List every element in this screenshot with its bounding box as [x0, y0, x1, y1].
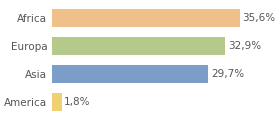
- Text: 32,9%: 32,9%: [228, 41, 261, 51]
- Text: 1,8%: 1,8%: [64, 97, 91, 107]
- Bar: [52, 9, 239, 27]
- Text: 35,6%: 35,6%: [242, 13, 275, 23]
- Text: 29,7%: 29,7%: [211, 69, 244, 79]
- Bar: [52, 93, 62, 111]
- Bar: [52, 65, 208, 83]
- Bar: [52, 37, 225, 55]
